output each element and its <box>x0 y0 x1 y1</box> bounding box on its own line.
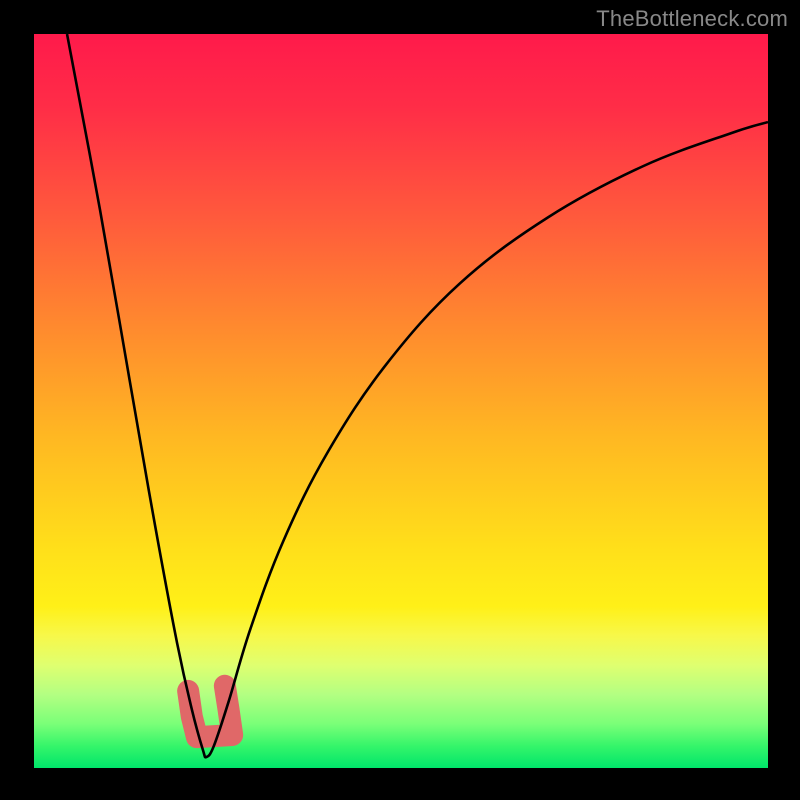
plot-area <box>34 34 768 768</box>
watermark-text: TheBottleneck.com <box>596 6 788 32</box>
curve-layer <box>34 34 768 768</box>
chart-container: TheBottleneck.com <box>0 0 800 800</box>
bottleneck-curve <box>67 34 768 757</box>
